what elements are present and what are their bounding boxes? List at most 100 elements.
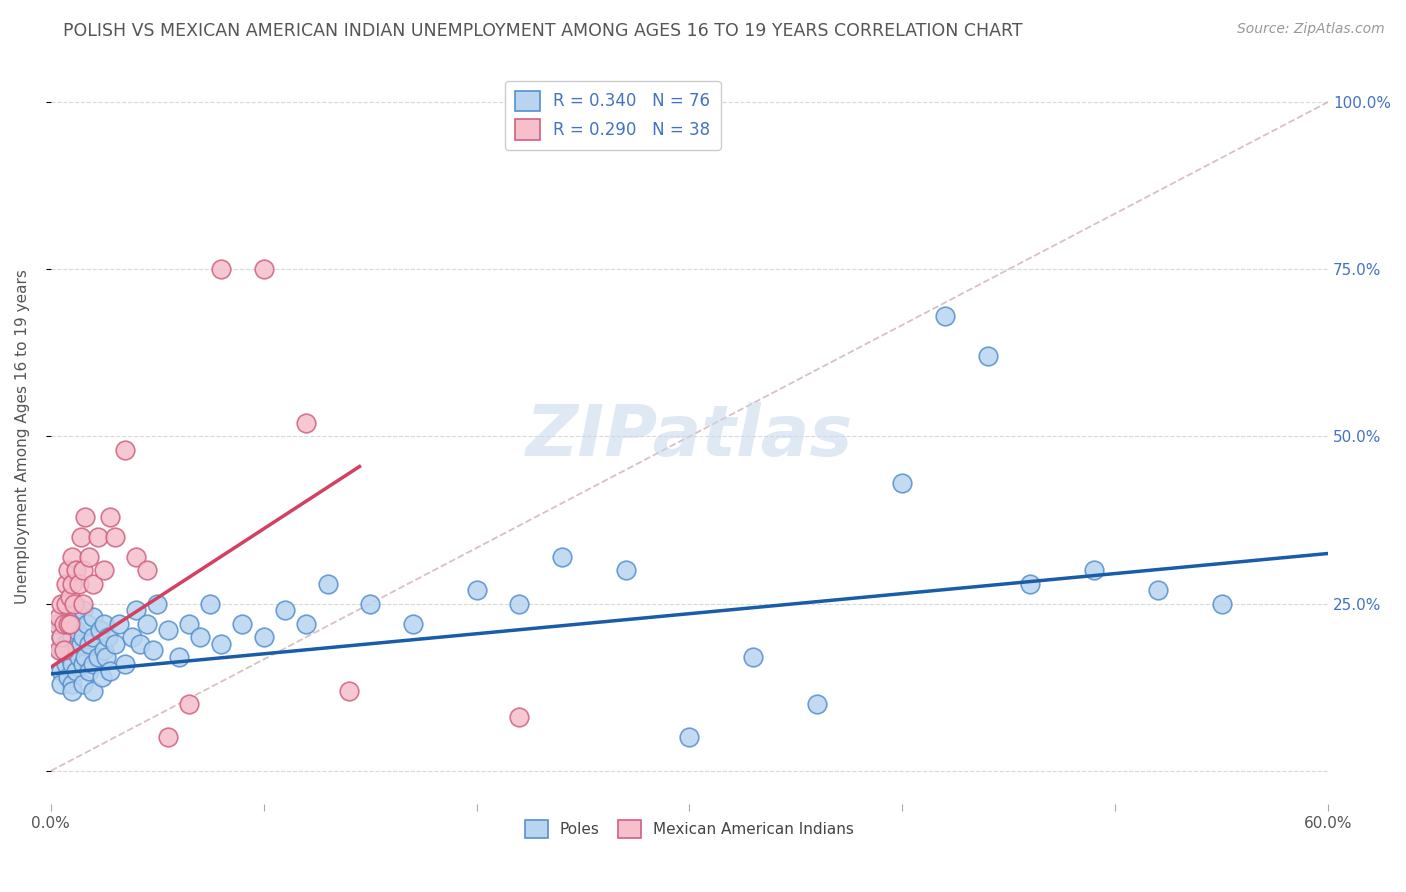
Point bbox=[60, 683, 83, 698]
Point bbox=[72, 630, 94, 644]
Point bbox=[82, 630, 104, 644]
Point bbox=[1083, 563, 1105, 577]
Point bbox=[125, 603, 148, 617]
Point bbox=[114, 657, 136, 671]
Point bbox=[274, 603, 297, 617]
Point bbox=[93, 616, 115, 631]
Point bbox=[77, 549, 100, 564]
Point bbox=[60, 657, 83, 671]
Point bbox=[86, 650, 108, 665]
Point bbox=[465, 583, 488, 598]
Point bbox=[60, 630, 83, 644]
Point bbox=[253, 262, 276, 277]
Point bbox=[72, 563, 94, 577]
Point bbox=[337, 683, 360, 698]
Point bbox=[77, 637, 100, 651]
Point bbox=[188, 630, 211, 644]
Point bbox=[76, 616, 98, 631]
Point bbox=[48, 610, 70, 624]
Point bbox=[65, 624, 87, 638]
Point bbox=[129, 637, 152, 651]
Point bbox=[156, 731, 179, 745]
Point bbox=[51, 630, 73, 644]
Y-axis label: Unemployment Among Ages 16 to 19 years: Unemployment Among Ages 16 to 19 years bbox=[15, 269, 30, 604]
Point bbox=[209, 637, 232, 651]
Point bbox=[100, 509, 122, 524]
Point bbox=[104, 530, 127, 544]
Text: Source: ZipAtlas.com: Source: ZipAtlas.com bbox=[1237, 22, 1385, 37]
Text: POLISH VS MEXICAN AMERICAN INDIAN UNEMPLOYMENT AMONG AGES 16 TO 19 YEARS CORRELA: POLISH VS MEXICAN AMERICAN INDIAN UNEMPL… bbox=[63, 22, 1024, 40]
Point bbox=[142, 643, 165, 657]
Point bbox=[82, 610, 104, 624]
Point bbox=[678, 731, 700, 745]
Point bbox=[316, 576, 339, 591]
Point bbox=[135, 616, 157, 631]
Point bbox=[295, 616, 318, 631]
Point bbox=[73, 509, 96, 524]
Point bbox=[90, 670, 112, 684]
Point bbox=[200, 597, 222, 611]
Point bbox=[73, 650, 96, 665]
Point bbox=[231, 616, 253, 631]
Point bbox=[93, 643, 115, 657]
Point bbox=[82, 576, 104, 591]
Point bbox=[135, 563, 157, 577]
Point bbox=[934, 309, 956, 323]
Text: ZIPatlas: ZIPatlas bbox=[526, 402, 853, 471]
Point bbox=[891, 476, 914, 491]
Point bbox=[48, 643, 70, 657]
Point bbox=[55, 637, 77, 651]
Point bbox=[56, 616, 79, 631]
Point bbox=[1146, 583, 1168, 598]
Point bbox=[82, 683, 104, 698]
Point bbox=[93, 563, 115, 577]
Point bbox=[96, 650, 118, 665]
Point bbox=[614, 563, 637, 577]
Point bbox=[1019, 576, 1042, 591]
Point bbox=[59, 590, 82, 604]
Point bbox=[77, 664, 100, 678]
Point bbox=[86, 530, 108, 544]
Point bbox=[100, 664, 122, 678]
Point bbox=[60, 643, 83, 657]
Point bbox=[295, 416, 318, 430]
Point bbox=[82, 657, 104, 671]
Point bbox=[69, 530, 91, 544]
Point bbox=[60, 549, 83, 564]
Point bbox=[55, 657, 77, 671]
Point bbox=[253, 630, 276, 644]
Point bbox=[55, 576, 77, 591]
Point bbox=[125, 549, 148, 564]
Point bbox=[65, 563, 87, 577]
Point bbox=[60, 610, 83, 624]
Point bbox=[402, 616, 425, 631]
Point bbox=[146, 597, 169, 611]
Point bbox=[51, 677, 73, 691]
Point bbox=[72, 603, 94, 617]
Point bbox=[51, 616, 73, 631]
Point bbox=[167, 650, 190, 665]
Point bbox=[108, 616, 131, 631]
Point bbox=[51, 597, 73, 611]
Point bbox=[1211, 597, 1233, 611]
Point bbox=[51, 643, 73, 657]
Point bbox=[97, 630, 120, 644]
Point bbox=[156, 624, 179, 638]
Point bbox=[51, 630, 73, 644]
Point bbox=[67, 576, 90, 591]
Point bbox=[359, 597, 381, 611]
Point bbox=[60, 677, 83, 691]
Point bbox=[114, 442, 136, 457]
Point bbox=[46, 616, 69, 631]
Point bbox=[60, 576, 83, 591]
Point bbox=[56, 563, 79, 577]
Point bbox=[59, 650, 82, 665]
Point bbox=[508, 597, 530, 611]
Point bbox=[508, 710, 530, 724]
Point bbox=[69, 637, 91, 651]
Point bbox=[72, 597, 94, 611]
Point bbox=[56, 670, 79, 684]
Point bbox=[55, 597, 77, 611]
Legend: Poles, Mexican American Indians: Poles, Mexican American Indians bbox=[519, 814, 860, 845]
Point bbox=[51, 664, 73, 678]
